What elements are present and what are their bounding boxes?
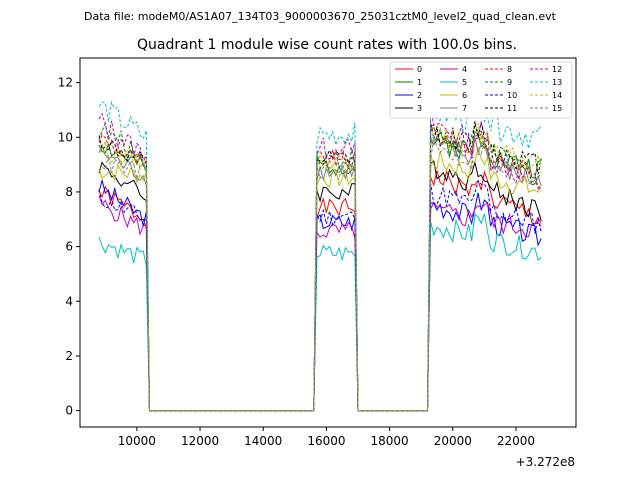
plot-frame <box>79 57 577 428</box>
x-tick-label: 22000 <box>497 434 535 448</box>
y-tick-label: 6 <box>65 240 73 254</box>
series-line-3 <box>98 160 542 412</box>
legend-label: 9 <box>507 78 512 87</box>
y-tick-label: 4 <box>65 294 73 308</box>
series-line-11 <box>98 121 542 412</box>
y-axis: 0 2 4 6 8 10 12 <box>58 76 80 418</box>
legend-label: 15 <box>552 104 562 113</box>
series-line-4 <box>98 195 542 412</box>
series-line-10 <box>98 179 542 412</box>
x-tick-label: 10000 <box>118 434 156 448</box>
datafile-caption: Data file: modeM0/AS1A07_134T03_90000036… <box>84 10 557 23</box>
series-line-0 <box>98 169 542 412</box>
legend-label: 2 <box>417 91 422 100</box>
y-tick-label: 0 <box>65 404 73 418</box>
series-line-1 <box>98 130 542 412</box>
series-line-9 <box>98 121 542 412</box>
y-tick-label: 12 <box>58 76 73 90</box>
legend-label: 3 <box>417 104 422 113</box>
series-line-6 <box>98 146 542 412</box>
x-tick-label: 18000 <box>371 434 409 448</box>
series-line-7 <box>98 134 542 412</box>
x-tick-label: 12000 <box>181 434 219 448</box>
chart-title: Quadrant 1 module wise count rates with … <box>137 37 517 53</box>
y-tick-label: 8 <box>65 185 73 199</box>
series-line-14 <box>98 123 542 412</box>
legend-label: 4 <box>462 65 467 74</box>
legend-label: 14 <box>552 91 562 100</box>
series-lines <box>98 91 542 412</box>
legend-label: 6 <box>462 91 467 100</box>
legend-box <box>389 61 573 119</box>
x-tick-label: 14000 <box>244 434 282 448</box>
y-tick-label: 2 <box>65 349 73 363</box>
series-line-15 <box>98 136 542 412</box>
x-tick-label: 20000 <box>434 434 472 448</box>
legend-label: 5 <box>462 78 467 87</box>
legend-label: 8 <box>507 65 512 74</box>
series-line-5 <box>98 213 542 412</box>
x-offset-label: +3.272e8 <box>516 455 575 469</box>
x-axis: 10000 12000 14000 16000 18000 20000 22000 <box>118 427 535 448</box>
series-line-8 <box>98 124 542 412</box>
legend-label: 0 <box>417 65 422 74</box>
legend-label: 12 <box>552 65 562 74</box>
legend-label: 11 <box>507 104 517 113</box>
y-tick-label: 10 <box>58 130 73 144</box>
legend-label: 7 <box>462 104 467 113</box>
legend-label: 1 <box>417 78 422 87</box>
x-tick-label: 16000 <box>307 434 345 448</box>
series-line-12 <box>98 108 542 412</box>
legend-label: 10 <box>507 91 517 100</box>
legend-label: 13 <box>552 78 562 87</box>
